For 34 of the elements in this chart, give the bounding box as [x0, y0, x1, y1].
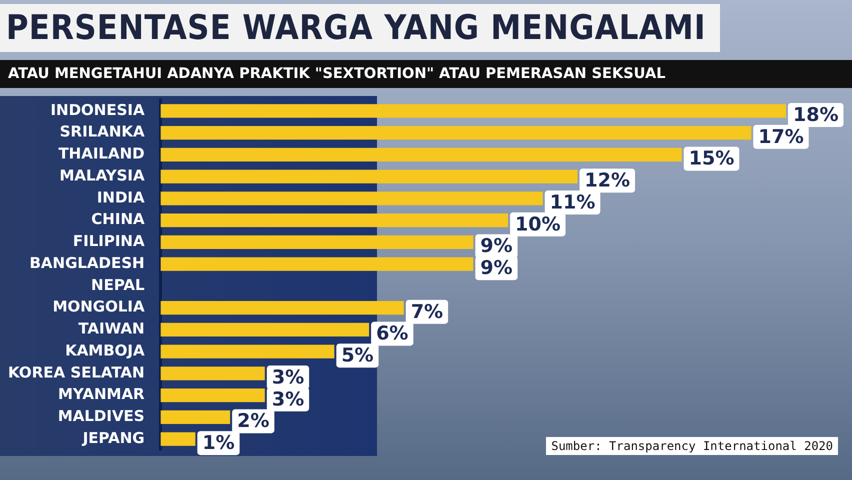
data-label: 9%	[480, 257, 513, 279]
y-tick-label: MALDIVES	[58, 407, 145, 426]
data-label: 17%	[758, 126, 804, 148]
y-tick-label: THAILAND	[58, 144, 145, 163]
y-tick-label: KOREA SELATAN	[8, 363, 145, 382]
y-tick-label: BANGLADESH	[29, 254, 145, 272]
y-tick-label: NEPAL	[91, 276, 146, 294]
data-label: 10%	[515, 213, 561, 236]
data-label: 1%	[202, 432, 235, 454]
data-label: 3%	[272, 388, 304, 410]
data-label: 11%	[550, 191, 596, 214]
y-tick-label: CHINA	[91, 210, 145, 228]
data-label: 5%	[341, 344, 374, 366]
data-label: 6%	[376, 322, 408, 345]
y-tick-label: MALAYSIA	[59, 166, 145, 184]
data-label: 15%	[688, 148, 734, 170]
chart-title: PERSENTASE WARGA YANG MENGALAMI	[0, 4, 720, 52]
chart-subtitle: ATAU MENGETAHUI ADANYA PRAKTIK "SEXTORTION" ATAU PEMERASAN SEKSUAL	[0, 60, 852, 88]
y-tick-label: INDONESIA	[50, 100, 145, 119]
annotation: Sumber: Transparency International 2020	[546, 437, 838, 455]
y-tick-label: SRILANKA	[60, 122, 145, 141]
data-label: 3%	[272, 366, 304, 388]
y-tick-label: MONGOLIA	[52, 298, 145, 316]
y-tick-label: TAIWAN	[78, 320, 145, 338]
data-label: 2%	[237, 410, 270, 432]
y-tick-label: KAMBOJA	[65, 341, 145, 360]
y-tick-label: FILIPINA	[72, 232, 145, 250]
data-label: 7%	[410, 300, 444, 323]
data-label: 12%	[584, 170, 630, 192]
y-tick-label: MYANMAR	[58, 385, 146, 404]
y-tick-label: INDIA	[96, 188, 145, 206]
data-label: 18%	[793, 104, 838, 126]
data-label: 9%	[480, 235, 513, 258]
y-tick-label: JEPANG	[82, 428, 145, 447]
